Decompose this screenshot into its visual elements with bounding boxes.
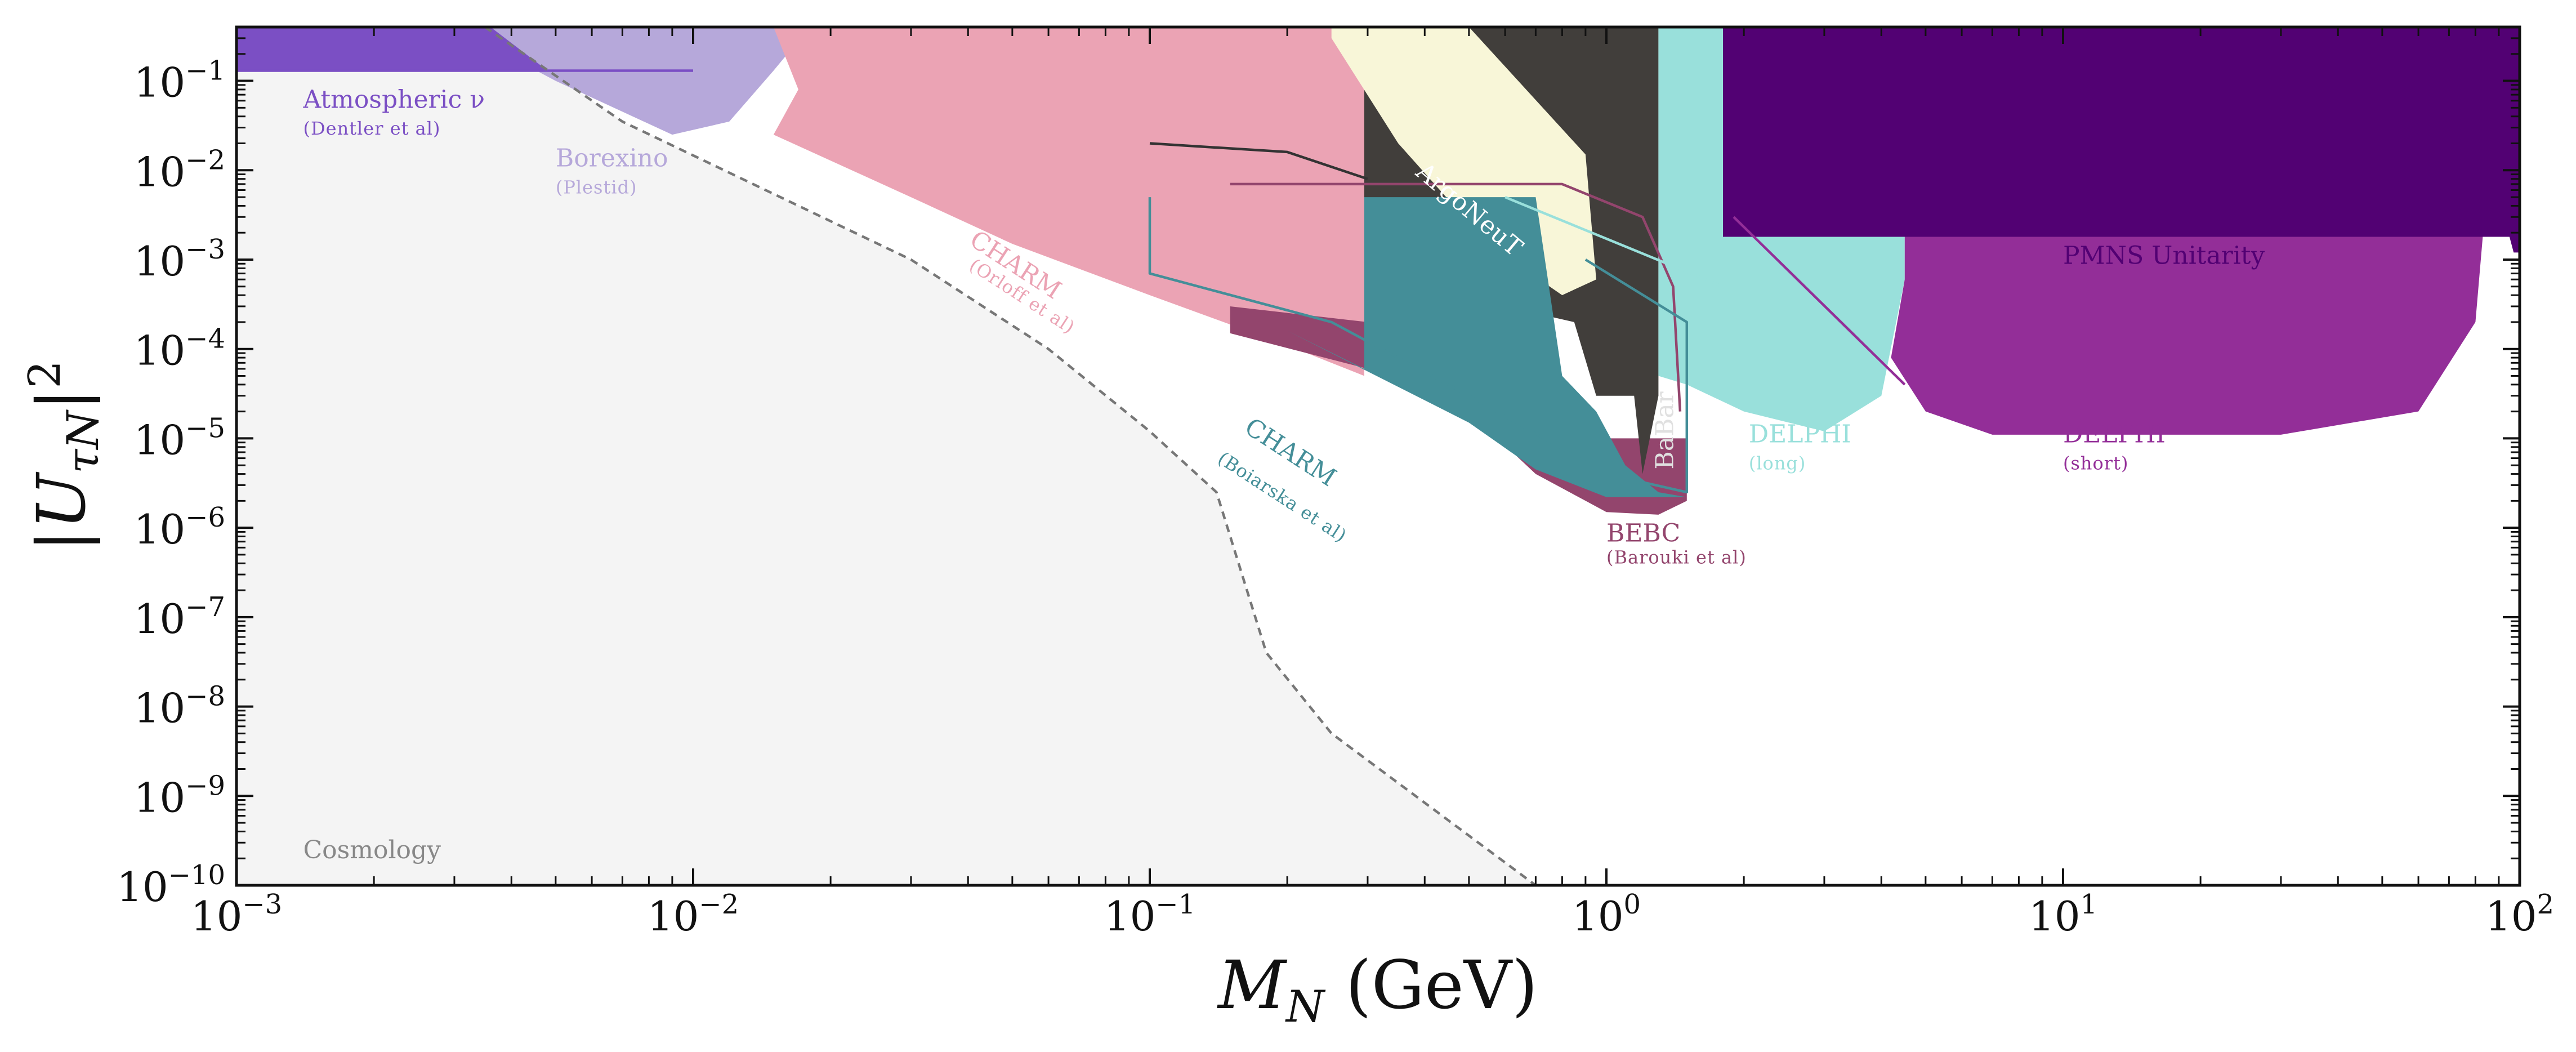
line-charm-boiarska-line [1148, 197, 1689, 494]
x-tick-label: 10−1 [1104, 889, 1195, 940]
y-tick-label: 10−8 [134, 681, 225, 732]
line-delphi-long-line [1504, 196, 1724, 288]
x-tick-label: 10−2 [648, 889, 739, 940]
y-tick-label: 10−2 [134, 144, 225, 195]
bebc-sub: (Barouki et al) [1606, 546, 1747, 568]
atmospheric-sub: (Dentler et al) [303, 118, 441, 139]
line-bebc-line [1230, 182, 1682, 412]
y-tick-label: 10−1 [134, 55, 225, 106]
region-borexino [454, 27, 810, 135]
cosmology-label: Cosmology [303, 836, 441, 864]
x-tick-label: 100 [1572, 889, 1641, 940]
delphi-short-sub: (short) [2063, 452, 2128, 474]
y-tick-label: 10−4 [134, 323, 225, 375]
pmns-label: PMNS Unitarity [2063, 241, 2265, 270]
line-argoneut-line [1149, 142, 1368, 180]
tick-labels-layer: 10−3 10−2 10−1 100 101 102 10−10 10−9 10−8 10−7 10… [117, 55, 2554, 940]
line-delphi-short-line [1733, 216, 1906, 386]
bebc-label: BEBC [1606, 519, 1680, 548]
x-tick-label: 10−3 [191, 889, 282, 940]
region-cosmology [236, 27, 1536, 885]
y-axis-title: |UτN|2 [20, 360, 109, 552]
region-charm-orloff [773, 27, 1364, 376]
regions-layer [236, 27, 2520, 885]
y-tick-label: 10−10 [117, 859, 225, 911]
y-tick-label: 10−7 [134, 591, 225, 643]
delphi-long-sub: (long) [1749, 452, 1806, 474]
region-pmns-unitarity [1723, 27, 2520, 253]
region-atmospheric [236, 27, 548, 71]
plot-frame [235, 25, 2521, 887]
ticks-layer [235, 26, 2521, 886]
y-tick-label: 10−5 [134, 412, 225, 463]
x-axis-title: MN (GeV) [1217, 946, 1538, 1032]
y-tick-label: 10−3 [134, 234, 225, 285]
borexino-label: Borexino [556, 144, 668, 173]
delphi-short-label: DELPHI [2063, 420, 2166, 449]
region-delphi-short [1891, 237, 2483, 435]
borexino-sub: (Plestid) [556, 176, 637, 198]
x-tick-label: 102 [2485, 889, 2554, 940]
delphi-long-label: DELPHI [1749, 420, 1851, 449]
x-tick-label: 101 [2029, 889, 2097, 940]
region-charm-boiarska [1287, 197, 1687, 497]
y-tick-label: 10−6 [134, 502, 225, 553]
babar-label: BaBar [1651, 391, 1680, 469]
y-tick-label: 10−9 [134, 770, 225, 821]
atmospheric-label: Atmospheric ν [303, 85, 485, 114]
lines-layer [236, 27, 1906, 885]
line-cosmology-bound [484, 27, 1537, 885]
